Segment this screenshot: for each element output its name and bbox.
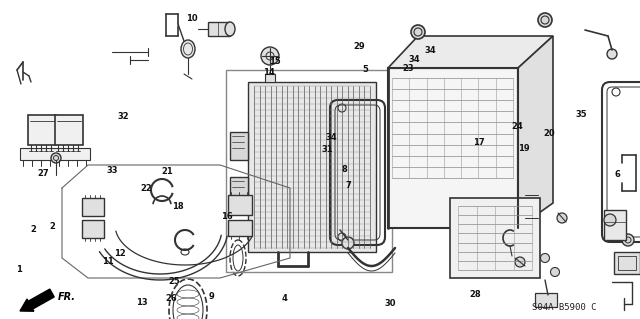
Text: 21: 21 bbox=[162, 167, 173, 176]
Ellipse shape bbox=[607, 49, 617, 59]
Bar bbox=[265, 74, 275, 82]
Text: 22: 22 bbox=[140, 184, 152, 193]
Text: 18: 18 bbox=[172, 202, 184, 211]
Text: 29: 29 bbox=[354, 42, 365, 51]
Bar bbox=[388, 68, 518, 228]
Text: 11: 11 bbox=[102, 257, 113, 266]
Text: 34: 34 bbox=[424, 46, 436, 55]
Ellipse shape bbox=[342, 237, 354, 249]
Ellipse shape bbox=[515, 257, 525, 267]
Text: 4: 4 bbox=[282, 294, 288, 303]
Ellipse shape bbox=[550, 268, 559, 277]
Text: 17: 17 bbox=[473, 138, 484, 147]
Text: 8: 8 bbox=[342, 165, 347, 174]
Text: 27: 27 bbox=[38, 169, 49, 178]
Text: 2: 2 bbox=[49, 222, 56, 231]
Bar bbox=[248, 82, 376, 252]
Bar bbox=[450, 198, 540, 278]
Text: 30: 30 bbox=[385, 299, 396, 308]
Bar bbox=[230, 132, 248, 160]
Text: 26: 26 bbox=[166, 294, 177, 303]
Text: 13: 13 bbox=[136, 298, 148, 307]
Text: 2: 2 bbox=[30, 225, 36, 234]
Ellipse shape bbox=[51, 153, 61, 163]
Ellipse shape bbox=[541, 254, 550, 263]
Text: 14: 14 bbox=[263, 68, 275, 77]
Bar bbox=[82, 220, 104, 238]
Bar bbox=[226, 70, 392, 272]
Ellipse shape bbox=[181, 40, 195, 58]
Text: S04A-B5900 C: S04A-B5900 C bbox=[531, 303, 596, 313]
Text: 31: 31 bbox=[322, 145, 333, 154]
Text: 34: 34 bbox=[326, 133, 337, 142]
Text: 15: 15 bbox=[269, 57, 281, 66]
Bar bbox=[228, 195, 252, 215]
Ellipse shape bbox=[261, 47, 279, 65]
Text: 19: 19 bbox=[518, 144, 529, 153]
Ellipse shape bbox=[604, 214, 616, 226]
Ellipse shape bbox=[557, 213, 567, 223]
Bar bbox=[28, 115, 56, 145]
FancyArrow shape bbox=[20, 289, 54, 311]
Text: 32: 32 bbox=[117, 112, 129, 121]
Text: FR.: FR. bbox=[58, 292, 76, 302]
Text: 1: 1 bbox=[16, 265, 22, 274]
Polygon shape bbox=[518, 36, 553, 228]
Text: 10: 10 bbox=[186, 14, 198, 23]
Bar bbox=[208, 22, 230, 36]
Ellipse shape bbox=[411, 25, 425, 39]
Bar bbox=[535, 293, 557, 307]
Text: 9: 9 bbox=[209, 292, 214, 301]
Text: 28: 28 bbox=[469, 290, 481, 299]
Bar bbox=[230, 177, 248, 199]
Bar bbox=[604, 210, 626, 240]
Text: 6: 6 bbox=[614, 170, 621, 179]
Polygon shape bbox=[388, 36, 553, 68]
Text: 25: 25 bbox=[168, 277, 180, 286]
Text: 20: 20 bbox=[543, 130, 555, 138]
Bar bbox=[82, 198, 104, 216]
Bar bbox=[614, 252, 640, 274]
Text: 24: 24 bbox=[511, 122, 523, 130]
Ellipse shape bbox=[622, 234, 634, 246]
Text: 33: 33 bbox=[106, 166, 118, 175]
Text: 34: 34 bbox=[409, 56, 420, 64]
Text: 16: 16 bbox=[221, 212, 233, 221]
Text: 5: 5 bbox=[362, 65, 368, 74]
Text: 23: 23 bbox=[403, 64, 414, 73]
Text: 12: 12 bbox=[115, 249, 126, 258]
Bar bbox=[55, 115, 83, 145]
Text: 7: 7 bbox=[346, 181, 351, 190]
Bar bbox=[20, 148, 90, 160]
Text: 35: 35 bbox=[575, 110, 587, 119]
Ellipse shape bbox=[225, 22, 235, 36]
Bar bbox=[618, 256, 636, 270]
Bar bbox=[228, 220, 252, 236]
Ellipse shape bbox=[538, 13, 552, 27]
